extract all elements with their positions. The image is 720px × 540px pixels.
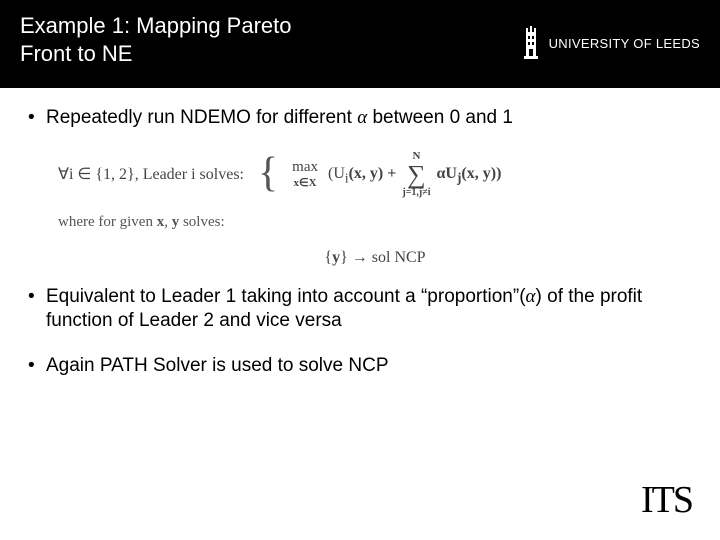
slide-content: Repeatedly run NDEMO for different α bet… — [0, 88, 720, 379]
ncp-equation: {y} → sol NCP — [58, 249, 692, 267]
bullet-1-pre: Repeatedly run NDEMO for different — [46, 107, 357, 128]
equation-body: (Ui(x, y) + N ∑ j=1,j≠i αUj(x, y)) — [328, 151, 501, 198]
summation: N ∑ j=1,j≠i — [402, 151, 430, 198]
bullet-list: Repeatedly run NDEMO for different α bet… — [28, 106, 692, 131]
where-clause: where for given x, y solves: — [58, 214, 692, 231]
bullet-1-post: between 0 and 1 — [367, 107, 513, 128]
max-bot: x∈X — [292, 176, 318, 189]
bullet-3: Again PATH Solver is used to solve NCP — [28, 354, 692, 379]
its-logo: ITS — [641, 478, 692, 522]
bullet-2-pre: Equivalent to Leader 1 taking into accou… — [46, 286, 526, 307]
tower-icon — [521, 26, 541, 60]
forall-text: ∀i ∈ {1, 2}, Leader i solves: — [58, 164, 244, 184]
equation-block: ∀i ∈ {1, 2}, Leader i solves: { max x∈X … — [58, 151, 692, 267]
bullet-2: Equivalent to Leader 1 taking into accou… — [28, 285, 692, 334]
max-operator: max x∈X — [292, 159, 318, 189]
equation-line-1: ∀i ∈ {1, 2}, Leader i solves: { max x∈X … — [58, 151, 692, 198]
alpha-symbol-2: α — [526, 286, 536, 307]
logo-text: UNIVERSITY OF LEEDS — [549, 36, 700, 51]
title-line-1: Example 1: Mapping Pareto — [20, 12, 292, 40]
bullet-1: Repeatedly run NDEMO for different α bet… — [28, 106, 692, 131]
slide-title: Example 1: Mapping Pareto Front to NE — [20, 12, 292, 67]
left-brace: { — [258, 159, 278, 188]
alpha-symbol: α — [357, 107, 367, 128]
university-logo: UNIVERSITY OF LEEDS — [521, 26, 700, 60]
bullet-list-2: Equivalent to Leader 1 taking into accou… — [28, 285, 692, 379]
max-top: max — [292, 159, 318, 176]
title-line-2: Front to NE — [20, 40, 292, 68]
slide-header: Example 1: Mapping Pareto Front to NE UN… — [0, 0, 720, 88]
